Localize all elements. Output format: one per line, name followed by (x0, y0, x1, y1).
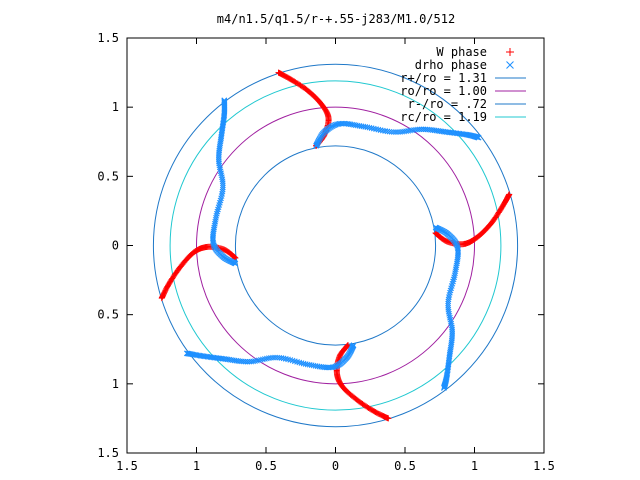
series-arm (432, 191, 513, 248)
x-tick-label: 1.5 (116, 459, 138, 473)
data-point (382, 128, 388, 134)
data-point (280, 355, 287, 362)
data-point (213, 212, 220, 219)
y-tick-label: 0 (112, 239, 119, 253)
legend-label: drho phase (415, 58, 487, 72)
data-point (302, 361, 309, 367)
data-point (445, 300, 451, 307)
data-point (432, 230, 439, 237)
legend-label: r+/ro = 1.31 (400, 71, 487, 85)
circle-r-ring (152, 63, 519, 428)
data-point (451, 272, 458, 279)
circle-ro-ring (196, 106, 475, 385)
data-point (183, 350, 190, 357)
series-arm (210, 97, 239, 267)
x-tick-label: 1 (193, 459, 200, 473)
series-drho-phase (183, 97, 482, 391)
legend-marker (506, 61, 514, 69)
data-point (364, 124, 371, 131)
y-tick-label: 1 (112, 377, 119, 391)
circle-rc-ring (169, 80, 502, 411)
y-tick-label: 0.5 (97, 169, 119, 183)
data-point (345, 342, 352, 349)
data-point (221, 99, 228, 106)
chart-title: m4/n1.5/q1.5/r-+.55-j283/M1.0/512 (217, 12, 455, 26)
data-point (220, 184, 226, 191)
series-arm (432, 224, 461, 391)
x-tick-label: 0 (332, 459, 339, 473)
y-tick-label: 0.5 (97, 308, 119, 322)
legend-label: r-/ro = .72 (408, 97, 487, 111)
x-tick-label: 1.5 (533, 459, 555, 473)
plot-body: 1.5 1 0.5 0 0.5 1 1.51.510.500.511.5W phasedrh… (97, 31, 555, 473)
data-point (219, 190, 225, 197)
y-tick-label: 1.5 (97, 31, 119, 45)
x-tick-label: 1 (471, 459, 478, 473)
data-point (441, 385, 447, 391)
y-tick-label: 1.5 (97, 446, 119, 460)
legend-marker (506, 48, 514, 56)
x-tick-label: 0.5 (255, 459, 277, 473)
circle-r-ring (234, 145, 437, 346)
series-arm (313, 120, 482, 149)
series-arm (183, 342, 357, 371)
data-point (475, 134, 482, 141)
data-point (274, 354, 280, 361)
x-tick-label: 0.5 (394, 459, 416, 473)
legend-label: W phase (436, 45, 487, 59)
data-point (391, 129, 397, 135)
series-arm (333, 342, 392, 422)
data-point (221, 97, 228, 104)
legend-label: rc/ro = 1.19 (400, 110, 487, 124)
data-point (446, 294, 452, 301)
data-point (232, 254, 239, 261)
y-tick-label: 1 (112, 100, 119, 114)
legend-label: ro/ro = 1.00 (400, 84, 487, 98)
